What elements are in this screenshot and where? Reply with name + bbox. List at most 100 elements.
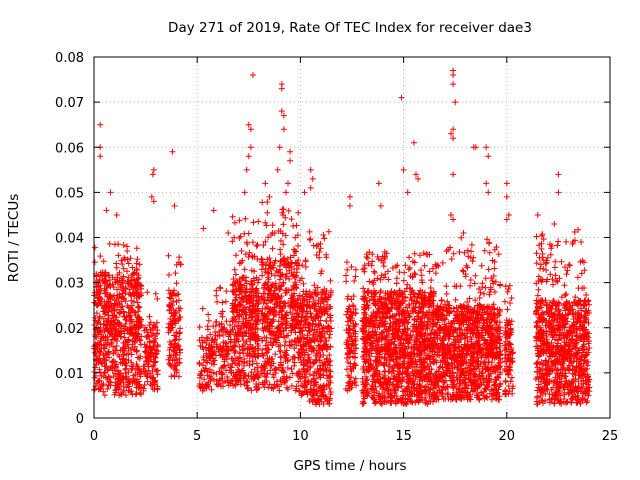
data-point <box>203 365 210 372</box>
data-point <box>232 292 239 299</box>
data-point <box>459 267 466 274</box>
data-point <box>137 353 144 360</box>
data-point <box>102 326 109 333</box>
data-point <box>243 382 250 389</box>
data-point <box>97 329 104 336</box>
data-point <box>133 280 140 287</box>
data-point <box>146 313 153 320</box>
data-point <box>294 242 301 249</box>
data-point <box>125 350 132 357</box>
data-point <box>128 359 135 366</box>
data-point <box>248 313 255 320</box>
data-point <box>371 269 378 276</box>
data-point <box>255 343 262 350</box>
data-point <box>136 389 143 396</box>
data-point <box>443 290 450 297</box>
data-point <box>112 331 119 338</box>
data-point <box>264 199 271 206</box>
data-point <box>231 280 238 287</box>
data-point <box>485 266 492 273</box>
data-point <box>489 277 496 284</box>
data-point <box>116 353 123 360</box>
data-point <box>96 313 103 320</box>
data-point <box>264 209 271 216</box>
data-point <box>250 275 257 282</box>
data-point <box>280 206 287 213</box>
data-point <box>252 317 259 324</box>
data-point <box>223 367 230 374</box>
data-point <box>152 290 159 297</box>
data-point <box>100 321 107 328</box>
data-point <box>176 359 183 366</box>
data-point <box>248 314 255 321</box>
data-point <box>234 377 241 384</box>
data-point <box>351 277 358 284</box>
data-point <box>125 274 132 281</box>
data-point <box>100 352 107 359</box>
data-point <box>352 273 359 280</box>
data-point <box>103 341 110 348</box>
data-point <box>176 329 183 336</box>
data-point <box>259 199 266 206</box>
data-point <box>239 257 246 264</box>
data-point <box>253 242 260 249</box>
data-point <box>227 322 234 329</box>
data-point <box>132 366 139 373</box>
data-point <box>104 367 111 374</box>
data-point <box>252 308 259 315</box>
data-point <box>204 372 211 379</box>
data-point <box>238 281 245 288</box>
data-point <box>173 333 180 340</box>
data-point <box>153 350 160 357</box>
data-point <box>101 363 108 370</box>
data-point <box>119 294 126 301</box>
data-point <box>224 343 231 350</box>
data-point <box>138 283 145 290</box>
data-point <box>95 283 102 290</box>
data-point <box>232 297 239 304</box>
data-point <box>438 297 445 304</box>
data-point <box>232 303 239 310</box>
data-point <box>197 372 204 379</box>
data-point <box>205 311 212 318</box>
data-point <box>439 259 446 266</box>
data-point <box>103 307 110 314</box>
data-point <box>213 371 220 378</box>
data-point <box>142 367 149 374</box>
data-point <box>118 306 125 313</box>
data-point <box>123 316 130 323</box>
data-point <box>132 312 139 319</box>
data-point <box>108 307 115 314</box>
data-point <box>173 280 180 287</box>
data-point <box>167 295 174 302</box>
data-point <box>135 331 142 338</box>
data-point <box>143 357 150 364</box>
data-point <box>141 327 148 334</box>
data-point <box>236 330 243 337</box>
data-point <box>223 288 230 295</box>
data-point <box>204 323 211 330</box>
data-point <box>233 252 240 259</box>
data-point <box>95 359 102 366</box>
data-point <box>488 359 495 366</box>
data-point <box>220 353 227 360</box>
data-point <box>242 215 249 222</box>
data-point <box>450 250 457 257</box>
data-point <box>131 335 138 342</box>
data-point <box>210 369 217 376</box>
data-point <box>144 353 151 360</box>
data-point <box>223 318 230 325</box>
data-point <box>127 255 134 262</box>
data-point <box>100 345 107 352</box>
data-point <box>105 354 112 361</box>
data-point <box>120 241 127 248</box>
data-point <box>168 322 175 329</box>
data-point <box>115 375 122 382</box>
data-point <box>122 360 129 367</box>
data-point <box>124 268 131 275</box>
data-point <box>393 275 400 282</box>
data-point <box>141 341 148 348</box>
data-point <box>152 358 159 365</box>
data-point <box>123 356 130 363</box>
data-point <box>106 374 113 381</box>
